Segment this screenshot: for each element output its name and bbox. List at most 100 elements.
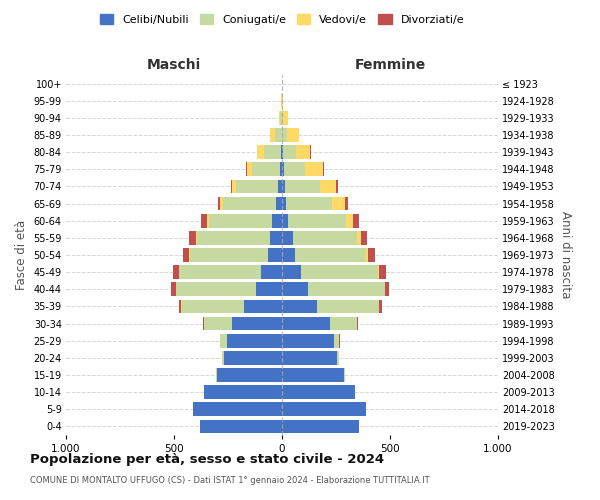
- Bar: [282, 231, 293, 244]
- Bar: [227, 334, 282, 347]
- Bar: [203, 316, 204, 330]
- Bar: [285, 180, 320, 194]
- Bar: [305, 162, 323, 176]
- Bar: [356, 231, 361, 244]
- Bar: [282, 334, 334, 347]
- Bar: [282, 111, 283, 124]
- Bar: [280, 111, 282, 124]
- Bar: [344, 196, 348, 210]
- Bar: [270, 231, 282, 244]
- Bar: [282, 214, 289, 228]
- Legend: Celibi/Nubili, Coniugati/e, Vedovi/e, Divorziati/e: Celibi/Nubili, Coniugati/e, Vedovi/e, Di…: [97, 10, 467, 28]
- Bar: [337, 351, 339, 364]
- Bar: [282, 282, 308, 296]
- Bar: [220, 334, 227, 347]
- Bar: [275, 128, 281, 142]
- Bar: [197, 231, 270, 244]
- Bar: [282, 316, 329, 330]
- Bar: [232, 180, 236, 194]
- Bar: [176, 282, 256, 296]
- Bar: [282, 180, 285, 194]
- Bar: [284, 162, 305, 176]
- Bar: [207, 214, 209, 228]
- Bar: [368, 248, 376, 262]
- Bar: [278, 180, 282, 194]
- Bar: [282, 196, 286, 210]
- Bar: [269, 128, 275, 142]
- Bar: [230, 180, 232, 194]
- Bar: [189, 231, 196, 244]
- Bar: [282, 248, 295, 262]
- Bar: [218, 196, 220, 210]
- Bar: [282, 420, 359, 434]
- Bar: [173, 266, 179, 279]
- Bar: [385, 282, 389, 296]
- Bar: [263, 146, 281, 159]
- Bar: [268, 248, 282, 262]
- Bar: [289, 214, 346, 228]
- Bar: [356, 316, 358, 330]
- Bar: [282, 300, 317, 314]
- Bar: [257, 146, 263, 159]
- Bar: [217, 368, 282, 382]
- Bar: [317, 300, 379, 314]
- Bar: [216, 368, 217, 382]
- Bar: [282, 368, 344, 382]
- Y-axis label: Fasce di età: Fasce di età: [15, 220, 28, 290]
- Bar: [281, 146, 282, 159]
- Bar: [283, 111, 289, 124]
- Bar: [190, 248, 268, 262]
- Bar: [301, 266, 378, 279]
- Bar: [295, 248, 366, 262]
- Bar: [310, 146, 311, 159]
- Bar: [346, 214, 353, 228]
- Bar: [202, 214, 207, 228]
- Bar: [179, 300, 181, 314]
- Bar: [366, 248, 368, 262]
- Bar: [275, 196, 282, 210]
- Bar: [336, 180, 338, 194]
- Text: COMUNE DI MONTALTO UFFUGO (CS) - Dati ISTAT 1° gennaio 2024 - Elaborazione TUTTI: COMUNE DI MONTALTO UFFUGO (CS) - Dati IS…: [30, 476, 430, 485]
- Bar: [379, 266, 386, 279]
- Bar: [262, 266, 282, 279]
- Bar: [179, 266, 262, 279]
- Bar: [282, 94, 283, 108]
- Bar: [283, 146, 296, 159]
- Bar: [236, 180, 278, 194]
- Bar: [296, 146, 310, 159]
- Bar: [286, 196, 332, 210]
- Bar: [282, 162, 284, 176]
- Bar: [220, 196, 223, 210]
- Bar: [182, 300, 244, 314]
- Bar: [320, 180, 336, 194]
- Bar: [282, 146, 283, 159]
- Bar: [171, 282, 176, 296]
- Bar: [287, 128, 299, 142]
- Bar: [379, 300, 382, 314]
- Bar: [308, 282, 385, 296]
- Bar: [353, 214, 359, 228]
- Bar: [278, 111, 280, 124]
- Bar: [378, 266, 379, 279]
- Bar: [252, 162, 280, 176]
- Bar: [329, 316, 356, 330]
- Text: Femmine: Femmine: [355, 58, 425, 71]
- Bar: [282, 351, 337, 364]
- Bar: [332, 196, 344, 210]
- Bar: [204, 386, 282, 399]
- Bar: [193, 402, 282, 416]
- Bar: [283, 128, 287, 142]
- Text: Maschi: Maschi: [147, 58, 201, 71]
- Bar: [224, 351, 282, 364]
- Bar: [282, 266, 301, 279]
- Bar: [361, 231, 367, 244]
- Bar: [247, 162, 252, 176]
- Bar: [293, 231, 356, 244]
- Bar: [223, 196, 275, 210]
- Bar: [282, 402, 366, 416]
- Bar: [200, 420, 282, 434]
- Bar: [209, 214, 272, 228]
- Bar: [334, 334, 339, 347]
- Bar: [272, 214, 282, 228]
- Bar: [256, 282, 282, 296]
